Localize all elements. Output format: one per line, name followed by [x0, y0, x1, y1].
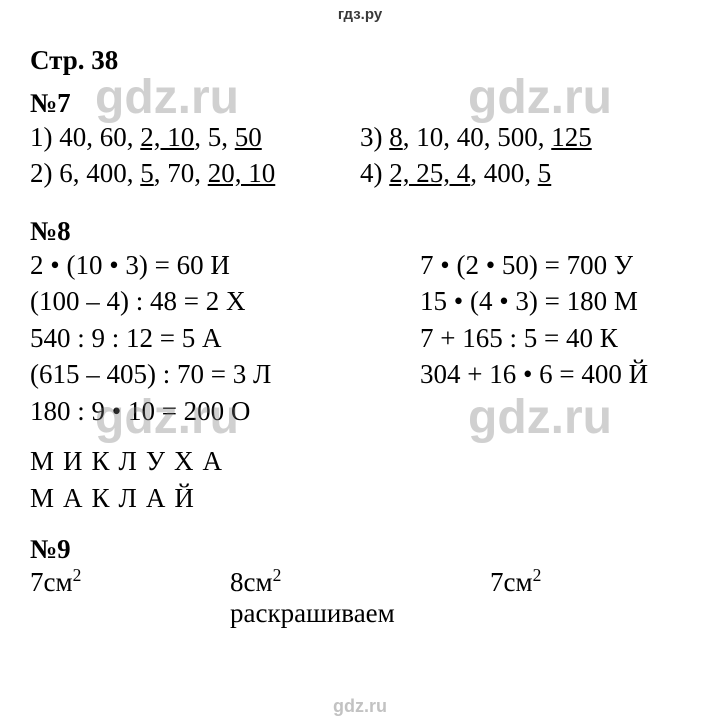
ex9-val-1: 7см2	[30, 565, 230, 598]
ex7-text-u: 2, 10	[140, 122, 194, 152]
ex7-item-1: 1) 40, 60, 2, 10, 5, 50	[30, 119, 360, 155]
footer-watermark: gdz.ru	[0, 696, 720, 717]
ex9-text: 7см	[30, 567, 73, 597]
ex8-answer-1: МИКЛУХА	[30, 443, 690, 479]
ex8-answer-2: МАКЛАЙ	[30, 480, 690, 516]
ex7-text-u: 5	[140, 158, 154, 188]
ex8-body: 2 • (10 • 3) = 60 И (100 – 4) : 48 = 2 Х…	[30, 247, 690, 429]
ex9-sup: 2	[273, 565, 282, 585]
ex8-line: (615 – 405) : 70 = 3 Л	[30, 356, 420, 392]
ex9-paint: раскрашиваем	[230, 598, 690, 629]
ex8-line: 304 + 16 • 6 = 400 Й	[420, 356, 690, 392]
ex7-col-right: 3) 8, 10, 40, 500, 125 4) 2, 25, 4, 400,…	[360, 119, 690, 192]
ex7-text-u: 8	[389, 122, 403, 152]
ex8-title: №8	[30, 216, 690, 247]
ex7-col-left: 1) 40, 60, 2, 10, 5, 50 2) 6, 400, 5, 70…	[30, 119, 360, 192]
ex7-text-u: 125	[551, 122, 592, 152]
ex8-col-left: 2 • (10 • 3) = 60 И (100 – 4) : 48 = 2 Х…	[30, 247, 420, 429]
ex7-text-u: 5	[538, 158, 552, 188]
ex7-title: №7	[30, 88, 690, 119]
ex8-line: 540 : 9 : 12 = 5 А	[30, 320, 420, 356]
ex7-text-u: 20, 10	[208, 158, 276, 188]
ex8-col-right: 7 • (2 • 50) = 700 У 15 • (4 • 3) = 180 …	[420, 247, 690, 429]
ex9-row: 7см2 8см2 7см2	[30, 565, 690, 598]
ex7-text-u: 2, 25, 4	[389, 158, 470, 188]
ex7-text: , 5,	[194, 122, 235, 152]
ex8-line: 180 : 9 • 10 = 200 О	[30, 393, 420, 429]
ex7-item-num: 2)	[30, 158, 53, 188]
ex7-item-2: 2) 6, 400, 5, 70, 20, 10	[30, 155, 360, 191]
page-label: Стр. 38	[30, 45, 690, 76]
ex9-text: 8см	[230, 567, 273, 597]
ex9-sup: 2	[533, 565, 542, 585]
page: гдз.ру Стр. 38 №7 1) 40, 60, 2, 10, 5, 5…	[0, 0, 720, 725]
ex7-body: 1) 40, 60, 2, 10, 5, 50 2) 6, 400, 5, 70…	[30, 119, 690, 192]
ex8-line: (100 – 4) : 48 = 2 Х	[30, 283, 420, 319]
ex8-line: 7 + 165 : 5 = 40 К	[420, 320, 690, 356]
ex9-val-3: 7см2	[490, 565, 690, 598]
ex9-text: 7см	[490, 567, 533, 597]
site-header: гдз.ру	[30, 0, 690, 33]
ex7-text: , 400,	[470, 158, 538, 188]
ex7-text-u: 50	[235, 122, 262, 152]
ex8-line: 2 • (10 • 3) = 60 И	[30, 247, 420, 283]
ex7-item-num: 4)	[360, 158, 383, 188]
ex7-text: 40, 60,	[59, 122, 140, 152]
ex8-line: 15 • (4 • 3) = 180 М	[420, 283, 690, 319]
ex7-item-num: 1)	[30, 122, 53, 152]
ex9-sup: 2	[73, 565, 82, 585]
ex7-item-num: 3)	[360, 122, 383, 152]
ex7-item-4: 4) 2, 25, 4, 400, 5	[360, 155, 690, 191]
ex9-val-2: 8см2	[230, 565, 490, 598]
ex7-text: , 70,	[154, 158, 208, 188]
ex9-title: №9	[30, 534, 690, 565]
ex7-item-3: 3) 8, 10, 40, 500, 125	[360, 119, 690, 155]
ex7-text: 6, 400,	[59, 158, 140, 188]
ex7-text: , 10, 40, 500,	[403, 122, 552, 152]
ex8-line: 7 • (2 • 50) = 700 У	[420, 247, 690, 283]
